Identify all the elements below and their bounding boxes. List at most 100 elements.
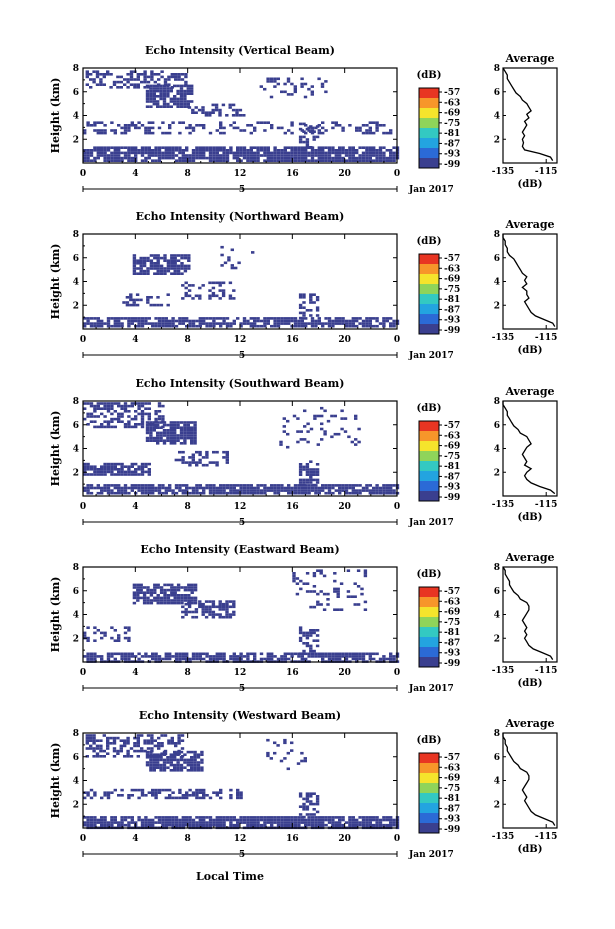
heatmap-cell	[321, 486, 325, 490]
heatmap-cell	[119, 86, 123, 89]
heatmap-cell	[173, 586, 177, 589]
heatmap-cell	[302, 130, 306, 133]
heatmap-cell	[185, 821, 189, 824]
heatmap-cell	[152, 429, 156, 432]
heatmap-cell	[127, 126, 131, 130]
heatmap-cell	[228, 605, 233, 609]
heatmap-cell	[312, 130, 316, 133]
heatmap-cell	[194, 610, 199, 614]
heatmap-cell	[287, 491, 291, 495]
heatmap-cell	[205, 486, 209, 490]
heatmap-cell	[283, 319, 287, 323]
heatmap-cell	[293, 484, 298, 487]
heatmap-cell	[173, 254, 177, 257]
heatmap-cell	[211, 600, 216, 603]
heatmap-cell	[222, 159, 226, 162]
heatmap-cell	[221, 605, 226, 609]
heatmap-cell	[239, 484, 243, 487]
heatmap-cell	[106, 657, 111, 661]
heatmap-cell	[368, 484, 372, 487]
heatmap-cell	[152, 763, 156, 767]
heatmap-cell	[144, 489, 148, 492]
heatmap-cell	[129, 755, 134, 758]
heatmap-cell	[136, 749, 140, 753]
heatmap-cell	[222, 456, 226, 459]
heatmap-cell	[280, 489, 284, 492]
heatmap-cell	[93, 486, 97, 490]
heatmap-cell	[298, 122, 303, 126]
heatmap-cell	[140, 486, 145, 490]
heatmap-cell	[246, 322, 250, 325]
heatmap-cell	[130, 317, 134, 320]
heatmap-cell	[315, 639, 320, 642]
heatmap-cell	[317, 77, 321, 81]
heatmap-cell	[263, 154, 267, 157]
heatmap-cell	[382, 151, 386, 155]
heatmap-cell	[130, 484, 134, 487]
heatmap-cell	[149, 594, 154, 597]
heatmap-cell	[297, 818, 301, 822]
heatmap-cell	[190, 421, 194, 424]
heatmap-cell	[334, 823, 338, 827]
heatmap-cell	[375, 154, 379, 157]
heatmap-cell	[372, 151, 376, 155]
heatmap-cell	[160, 75, 164, 79]
heatmap-cell	[295, 582, 300, 585]
heatmap-cell	[287, 154, 291, 157]
heatmap-cell	[236, 154, 240, 157]
heatmap-cell	[385, 484, 389, 487]
heatmap-cell	[179, 102, 184, 106]
heatmap-cell	[334, 655, 338, 658]
heatmap-cell	[232, 655, 236, 658]
heatmap-cell	[204, 111, 209, 114]
heatmap-cell	[344, 149, 349, 152]
heatmap-cell	[166, 766, 170, 769]
heatmap-cell	[181, 317, 185, 320]
heatmap-cell	[326, 603, 330, 606]
colorbar-tick-label: -57	[444, 753, 460, 763]
heatmap-cell	[178, 322, 182, 325]
heatmap-cell	[181, 794, 185, 797]
heatmap-cell	[146, 80, 151, 84]
heatmap-cell	[147, 129, 151, 132]
heatmap-cell	[144, 131, 148, 135]
heatmap-cell	[180, 599, 184, 602]
heatmap-cell	[147, 322, 151, 325]
heatmap-cell	[164, 319, 168, 323]
heatmap-cell	[302, 481, 306, 484]
heatmap-cell	[113, 484, 117, 487]
heatmap-cell	[296, 440, 300, 444]
heatmap-cell	[256, 156, 260, 160]
heatmap-cell	[154, 821, 158, 824]
heatmap-cell	[389, 818, 393, 822]
heatmap-cell	[324, 146, 328, 149]
heatmap-cell	[173, 426, 177, 429]
heatmap-cell	[201, 610, 205, 614]
heatmap-cell	[198, 317, 202, 320]
heatmap-cell	[341, 486, 345, 490]
heatmap-cell	[338, 156, 342, 160]
heatmap-cell	[153, 256, 157, 260]
y-tick-label: 2	[73, 135, 79, 145]
heatmap-cell	[117, 794, 121, 797]
heatmap-cell	[96, 154, 100, 157]
colorbar-frame	[418, 87, 440, 169]
heatmap-cell	[181, 284, 185, 287]
heatmap-cell	[307, 823, 311, 827]
heatmap-cell	[198, 821, 202, 824]
heatmap-cell	[120, 404, 124, 408]
colorbar-tick-label: -75	[444, 285, 460, 295]
heatmap-cell	[89, 486, 94, 490]
heatmap-cell	[293, 823, 298, 827]
heatmap-cell	[235, 114, 239, 117]
heatmap-cell	[200, 766, 204, 769]
heatmap-cell	[153, 591, 157, 594]
heatmap-cell	[161, 324, 165, 328]
heatmap-cell	[93, 823, 97, 827]
heatmap-cell	[293, 156, 298, 160]
heatmap-cell	[164, 823, 168, 827]
heatmap-cell	[299, 438, 303, 441]
heatmap-cell	[331, 146, 335, 149]
heatmap-cell	[193, 423, 197, 427]
